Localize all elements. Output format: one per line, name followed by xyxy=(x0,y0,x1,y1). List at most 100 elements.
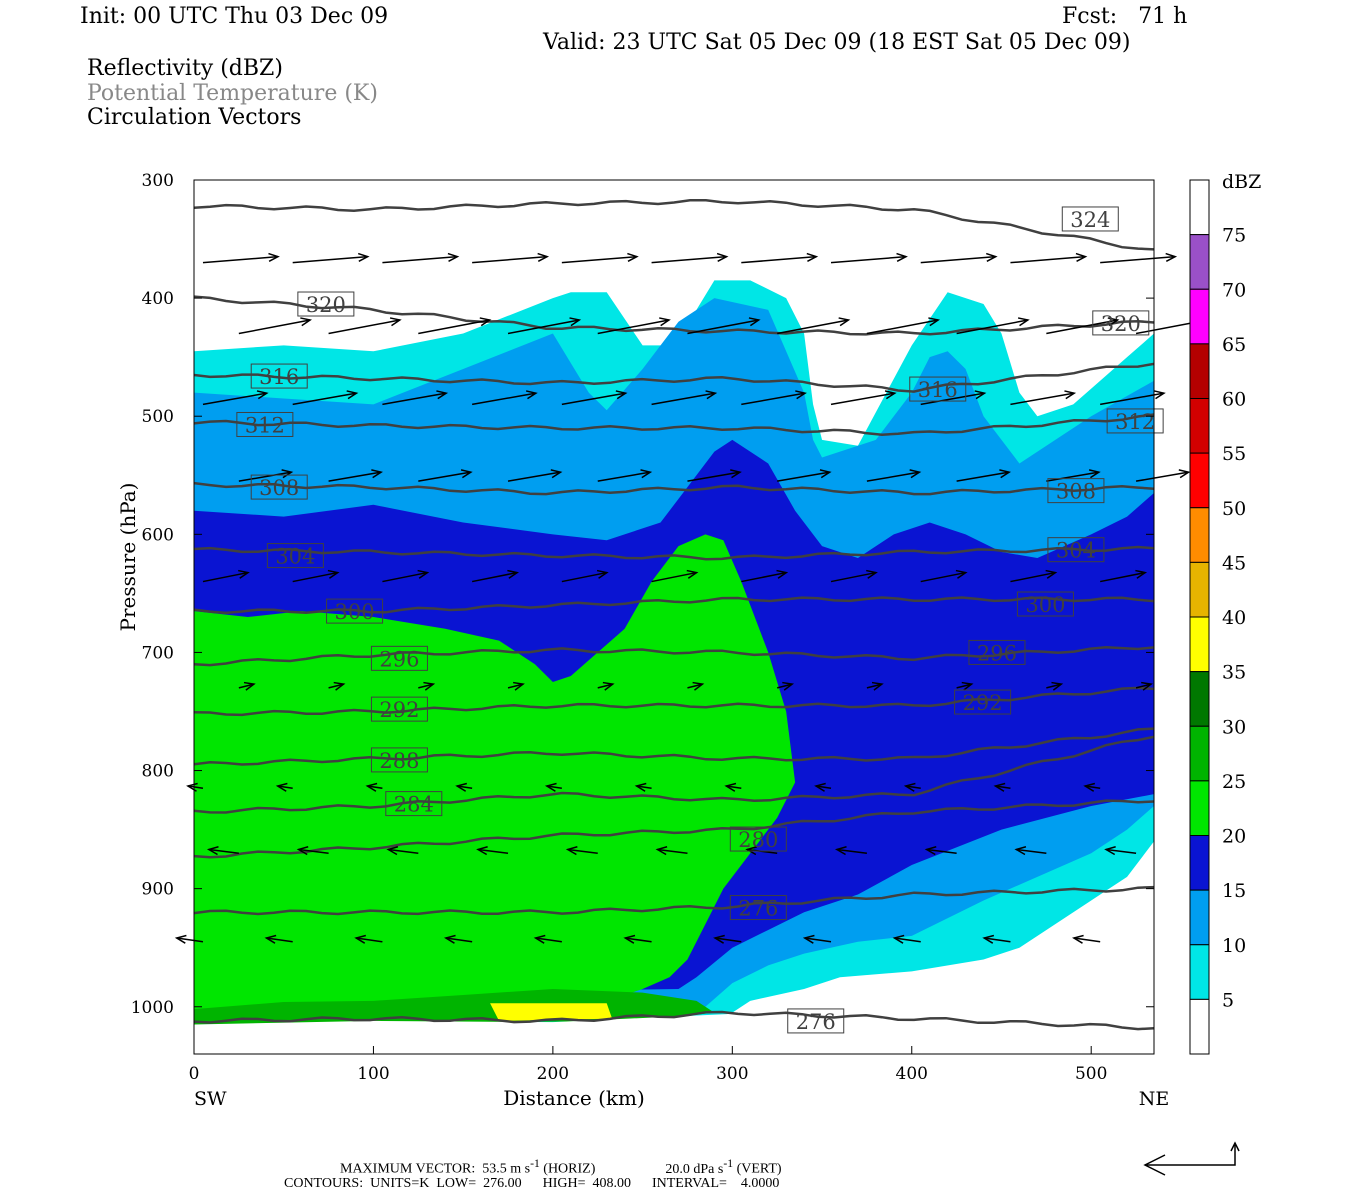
circulation-vector xyxy=(208,848,239,854)
vector-arrowhead xyxy=(1154,390,1166,400)
vector-arrowhead xyxy=(982,934,995,944)
colorbar-label: 75 xyxy=(1222,225,1246,247)
theta-contour-308 xyxy=(194,481,1154,496)
vector-arrowhead xyxy=(525,390,538,400)
vector-arrowhead xyxy=(281,469,294,479)
vector-arrowhead xyxy=(537,252,550,262)
circulation-vector xyxy=(597,471,651,482)
vector-arrowhead xyxy=(955,569,968,579)
theta-contour-324 xyxy=(194,199,1154,251)
colorbar-swatch xyxy=(1189,343,1210,399)
y-tick-label: 500 xyxy=(142,407,174,427)
colorbar-swatch xyxy=(1189,998,1210,1055)
circulation-vector xyxy=(776,683,793,689)
contours-note: CONTOURS: UNITS=K LOW= 276.00 HIGH= 408.… xyxy=(284,1176,780,1191)
colorbar-swatch xyxy=(1189,234,1210,290)
colorbar-swatch xyxy=(1189,671,1210,727)
vector-arrowhead xyxy=(268,252,280,262)
valid-time: Valid: 23 UTC Sat 05 Dec 09 (18 EST Sat … xyxy=(543,30,1131,55)
circulation-vector xyxy=(1073,937,1101,943)
circulation-vector xyxy=(238,319,311,335)
contour-label: 308 xyxy=(259,476,299,500)
colorbar-label: 5 xyxy=(1222,989,1234,1011)
circulation-vector xyxy=(956,683,972,689)
vector-arrowhead xyxy=(615,390,628,400)
vector-arrowhead xyxy=(1135,569,1148,579)
contour-label-box xyxy=(266,543,324,569)
vector-arrowhead xyxy=(371,469,383,479)
contour-label: 284 xyxy=(394,793,434,817)
contour-label: 292 xyxy=(963,691,1003,715)
circulation-vector xyxy=(176,937,204,943)
vector-arrowhead xyxy=(1165,252,1178,262)
theta-contour-300 xyxy=(194,596,1154,615)
circulation-vector xyxy=(597,683,613,689)
theta-contour-276 xyxy=(194,1010,1154,1031)
vector-arrowhead xyxy=(507,569,520,579)
vector-arrowhead xyxy=(533,934,546,944)
y-tick-label: 400 xyxy=(142,289,174,309)
circulation-vector xyxy=(1016,848,1047,854)
circulation-vector xyxy=(651,255,727,264)
circulation-vector xyxy=(651,571,697,583)
contour-label: 320 xyxy=(306,293,346,317)
vector-arrowhead xyxy=(243,681,256,691)
theta-contour-296 xyxy=(194,645,1154,667)
vector-arrowhead xyxy=(795,390,807,400)
max-vector-text: MAXIMUM VECTOR: 53.5 m s xyxy=(340,1161,531,1177)
init-time: Init: 00 UTC Thu 03 Dec 09 xyxy=(80,4,389,29)
vector-arrowhead xyxy=(724,782,737,792)
circulation-vector xyxy=(687,471,741,482)
circulation-vector xyxy=(714,937,742,943)
vector-arrowhead xyxy=(443,934,456,944)
contour-label-box xyxy=(326,598,384,624)
vector-arrowhead xyxy=(692,681,705,691)
y-tick-label: 300 xyxy=(142,171,174,191)
circulation-vector xyxy=(277,785,293,789)
vector-arrowhead xyxy=(275,782,288,792)
circulation-vector xyxy=(1085,785,1101,789)
circulation-vector xyxy=(367,785,383,789)
circulation-vector xyxy=(471,571,518,583)
contour-label-box xyxy=(1047,478,1105,504)
circulation-vector xyxy=(830,571,877,583)
circulation-vector xyxy=(926,848,957,854)
colorbar-label: 45 xyxy=(1222,552,1246,574)
contour-label: 300 xyxy=(335,600,375,624)
circulation-vector xyxy=(866,319,939,335)
vector-arrowhead xyxy=(513,681,525,691)
colorbar-swatch xyxy=(1189,288,1210,345)
vector-arrowhead xyxy=(256,390,269,400)
colorbar-swatch xyxy=(1189,507,1210,563)
circulation-vector xyxy=(625,937,652,943)
circulation-vector xyxy=(292,392,357,406)
circulation-vector xyxy=(1010,571,1056,583)
circulation-vector xyxy=(238,471,292,482)
colorbar-swatch xyxy=(1189,780,1210,836)
colorbar-label: 65 xyxy=(1222,334,1246,356)
vector-arrowhead xyxy=(748,317,761,327)
circulation-vector xyxy=(457,785,473,789)
vert-text: 20.0 dPa s xyxy=(665,1161,724,1177)
vector-arrowhead xyxy=(386,846,399,856)
contour-label: 316 xyxy=(259,365,299,389)
colorbar-swatch xyxy=(1189,179,1210,236)
vector-arrowhead xyxy=(627,252,639,262)
vector-arrowhead xyxy=(713,934,725,944)
circulation-vector xyxy=(202,255,279,264)
reflectivity-region-35dbz xyxy=(490,1003,613,1021)
circulation-vector xyxy=(1010,392,1075,406)
circulation-vector xyxy=(561,392,626,406)
circulation-vector xyxy=(804,937,832,943)
contour-label-box xyxy=(787,1008,845,1034)
colorbar-swatch xyxy=(1189,452,1210,509)
circulation-vector xyxy=(546,785,562,789)
colorbar-swatch xyxy=(1189,616,1210,673)
vector-arrowhead xyxy=(686,569,699,579)
contour-label-box xyxy=(1106,408,1164,434)
circulation-vector xyxy=(507,683,524,689)
vector-arrowhead xyxy=(716,252,729,262)
vector-arrowhead xyxy=(814,782,826,792)
theta-contour-284 xyxy=(194,735,1154,814)
circulation-vector xyxy=(815,785,832,789)
